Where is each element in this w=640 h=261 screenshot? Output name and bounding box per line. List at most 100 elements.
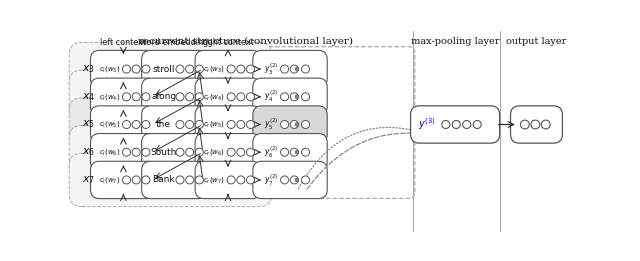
Circle shape (186, 93, 194, 101)
FancyBboxPatch shape (90, 78, 156, 115)
Text: $x_5$: $x_5$ (83, 118, 95, 130)
FancyBboxPatch shape (141, 161, 207, 199)
Circle shape (291, 148, 298, 156)
Circle shape (122, 121, 131, 128)
Circle shape (301, 65, 310, 73)
Text: ...: ... (119, 46, 128, 56)
Circle shape (142, 176, 150, 184)
Circle shape (176, 65, 184, 73)
Circle shape (176, 148, 184, 156)
Text: $c_l(w_6)$: $c_l(w_6)$ (99, 147, 120, 157)
Text: $c_r(w_7)$: $c_r(w_7)$ (203, 175, 225, 185)
Circle shape (291, 93, 298, 101)
Text: stroll: stroll (152, 64, 175, 74)
Circle shape (186, 65, 194, 73)
FancyBboxPatch shape (410, 106, 500, 143)
Circle shape (237, 148, 245, 156)
Circle shape (473, 121, 481, 128)
Circle shape (132, 121, 140, 128)
FancyBboxPatch shape (141, 134, 207, 171)
Text: ...: ... (170, 46, 179, 56)
Text: $y^{(3)}$: $y^{(3)}$ (418, 117, 435, 132)
Circle shape (280, 121, 289, 128)
Circle shape (227, 121, 235, 128)
Circle shape (280, 148, 289, 156)
Text: $y_4^{(2)}$: $y_4^{(2)}$ (264, 89, 278, 104)
Circle shape (195, 93, 204, 101)
FancyBboxPatch shape (253, 106, 327, 143)
Circle shape (246, 65, 255, 73)
Circle shape (227, 65, 235, 73)
FancyBboxPatch shape (195, 50, 261, 88)
Circle shape (295, 95, 299, 99)
Text: max-pooling layer: max-pooling layer (411, 37, 499, 46)
Circle shape (237, 65, 245, 73)
Circle shape (176, 93, 184, 101)
Text: ...: ... (223, 46, 232, 56)
Circle shape (295, 150, 299, 154)
Circle shape (280, 176, 289, 184)
FancyBboxPatch shape (69, 98, 272, 151)
Circle shape (237, 93, 245, 101)
Circle shape (295, 67, 299, 71)
Circle shape (237, 121, 245, 128)
Circle shape (291, 121, 298, 128)
Text: output layer: output layer (506, 37, 566, 46)
FancyBboxPatch shape (195, 134, 261, 171)
Circle shape (463, 121, 471, 128)
FancyBboxPatch shape (195, 161, 261, 199)
FancyBboxPatch shape (69, 153, 272, 207)
Circle shape (176, 121, 184, 128)
Circle shape (186, 176, 194, 184)
Circle shape (186, 121, 194, 128)
FancyBboxPatch shape (90, 106, 156, 143)
Circle shape (301, 93, 310, 101)
FancyBboxPatch shape (253, 134, 327, 171)
Circle shape (186, 148, 194, 156)
FancyBboxPatch shape (141, 78, 207, 115)
Circle shape (227, 176, 235, 184)
Text: ...: ... (119, 191, 128, 201)
Circle shape (237, 176, 245, 184)
Circle shape (122, 65, 131, 73)
Circle shape (452, 121, 460, 128)
FancyBboxPatch shape (253, 161, 327, 199)
Circle shape (122, 176, 131, 184)
FancyBboxPatch shape (69, 126, 272, 179)
Circle shape (301, 176, 310, 184)
Circle shape (442, 121, 450, 128)
Circle shape (122, 93, 131, 101)
Text: the: the (156, 120, 172, 129)
Circle shape (246, 176, 255, 184)
Circle shape (295, 123, 299, 126)
Text: $c_l(w_4)$: $c_l(w_4)$ (99, 92, 120, 102)
Circle shape (142, 148, 150, 156)
FancyBboxPatch shape (69, 42, 272, 96)
Text: $c_r(w_3)$: $c_r(w_3)$ (203, 64, 225, 74)
Circle shape (122, 148, 131, 156)
Text: $x_3$: $x_3$ (83, 63, 95, 75)
FancyBboxPatch shape (253, 78, 327, 115)
Circle shape (280, 65, 289, 73)
FancyBboxPatch shape (90, 134, 156, 171)
Circle shape (142, 121, 150, 128)
Circle shape (295, 178, 299, 182)
Text: word embedding: word embedding (141, 38, 209, 48)
Circle shape (132, 93, 140, 101)
Circle shape (142, 93, 150, 101)
Text: Bank: Bank (152, 175, 175, 185)
Text: $c_r(w_4)$: $c_r(w_4)$ (203, 92, 225, 102)
Circle shape (132, 65, 140, 73)
FancyBboxPatch shape (195, 78, 261, 115)
Text: $y_3^{(2)}$: $y_3^{(2)}$ (264, 61, 278, 77)
Circle shape (246, 93, 255, 101)
Text: along: along (151, 92, 176, 101)
Circle shape (132, 148, 140, 156)
Circle shape (280, 93, 289, 101)
Text: $y_7^{(2)}$: $y_7^{(2)}$ (264, 172, 278, 188)
FancyBboxPatch shape (253, 50, 327, 88)
Text: $x_7$: $x_7$ (83, 174, 95, 186)
FancyBboxPatch shape (141, 50, 207, 88)
FancyBboxPatch shape (195, 106, 261, 143)
Circle shape (195, 65, 204, 73)
